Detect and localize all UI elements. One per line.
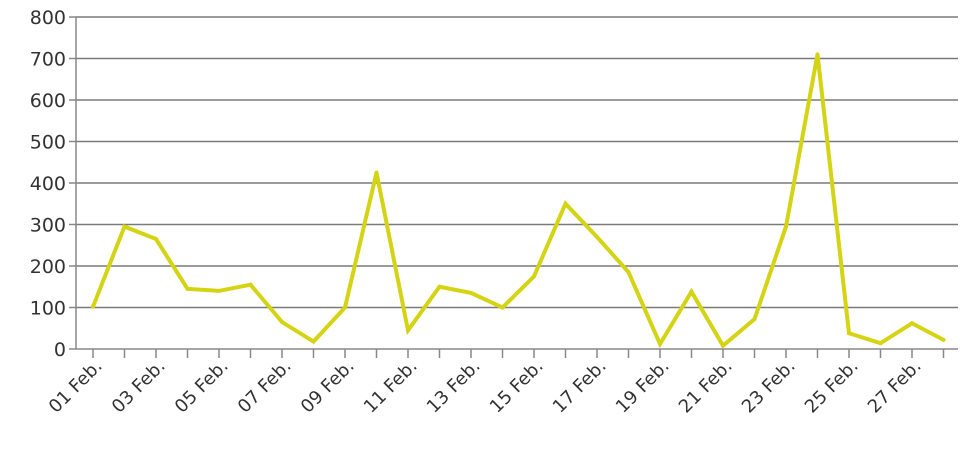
x-tick-label: 15 Feb. [486, 356, 548, 418]
data-point [563, 201, 568, 206]
data-point [910, 321, 914, 326]
y-tick-label: 200 [30, 256, 66, 278]
y-tick-label: 300 [30, 215, 66, 237]
data-point [280, 320, 284, 325]
series-line-0 [91, 53, 946, 349]
data-point [374, 170, 379, 175]
data-point [406, 328, 410, 333]
data-point [941, 337, 946, 342]
y-tick-label: 800 [30, 7, 66, 29]
data-point [658, 342, 662, 347]
data-point [343, 305, 347, 310]
y-tick-label: 500 [30, 132, 66, 154]
data-point [815, 52, 820, 57]
x-tick-label: 01 Feb. [45, 356, 107, 418]
y-tick-label: 600 [30, 90, 66, 112]
x-tick-label: 09 Feb. [297, 356, 359, 418]
data-point [248, 282, 253, 287]
data-point [437, 284, 442, 289]
y-tick-label: 0 [54, 339, 66, 361]
data-point [847, 331, 851, 336]
x-tick-label: 07 Feb. [234, 356, 296, 418]
x-tick-label: 11 Feb. [360, 356, 422, 418]
data-point [311, 339, 316, 344]
data-point [154, 237, 158, 242]
x-tick-label: 25 Feb. [801, 356, 863, 418]
data-point [469, 290, 473, 295]
data-point [784, 224, 788, 229]
x-tick-label: 19 Feb. [612, 356, 674, 418]
data-point [721, 343, 725, 348]
data-point [532, 274, 536, 279]
x-tick-label: 27 Feb. [864, 356, 926, 418]
data-point [689, 289, 694, 294]
x-tick-label: 05 Feb. [171, 356, 233, 418]
x-tick-label: 21 Feb. [675, 356, 737, 418]
data-point [752, 317, 757, 322]
data-point [91, 304, 95, 309]
data-point [626, 270, 631, 275]
grid-lines [76, 16, 958, 309]
x-tick-label: 17 Feb. [549, 356, 611, 418]
data-point [185, 286, 190, 291]
data-point [595, 234, 599, 239]
x-tick-label: 23 Feb. [738, 356, 800, 418]
x-tick-label: 13 Feb. [423, 356, 485, 418]
data-point [217, 288, 221, 293]
y-axis-ticks: 0 100 200 300 400 500 600 700 800 [30, 7, 76, 361]
series-layer [91, 52, 946, 349]
data-point [500, 305, 505, 310]
x-tick-label: 03 Feb. [108, 356, 170, 418]
data-point [122, 224, 127, 229]
data-point [878, 341, 883, 346]
y-tick-label: 100 [30, 298, 66, 320]
y-tick-label: 400 [30, 173, 66, 195]
y-tick-label: 700 [30, 49, 66, 71]
